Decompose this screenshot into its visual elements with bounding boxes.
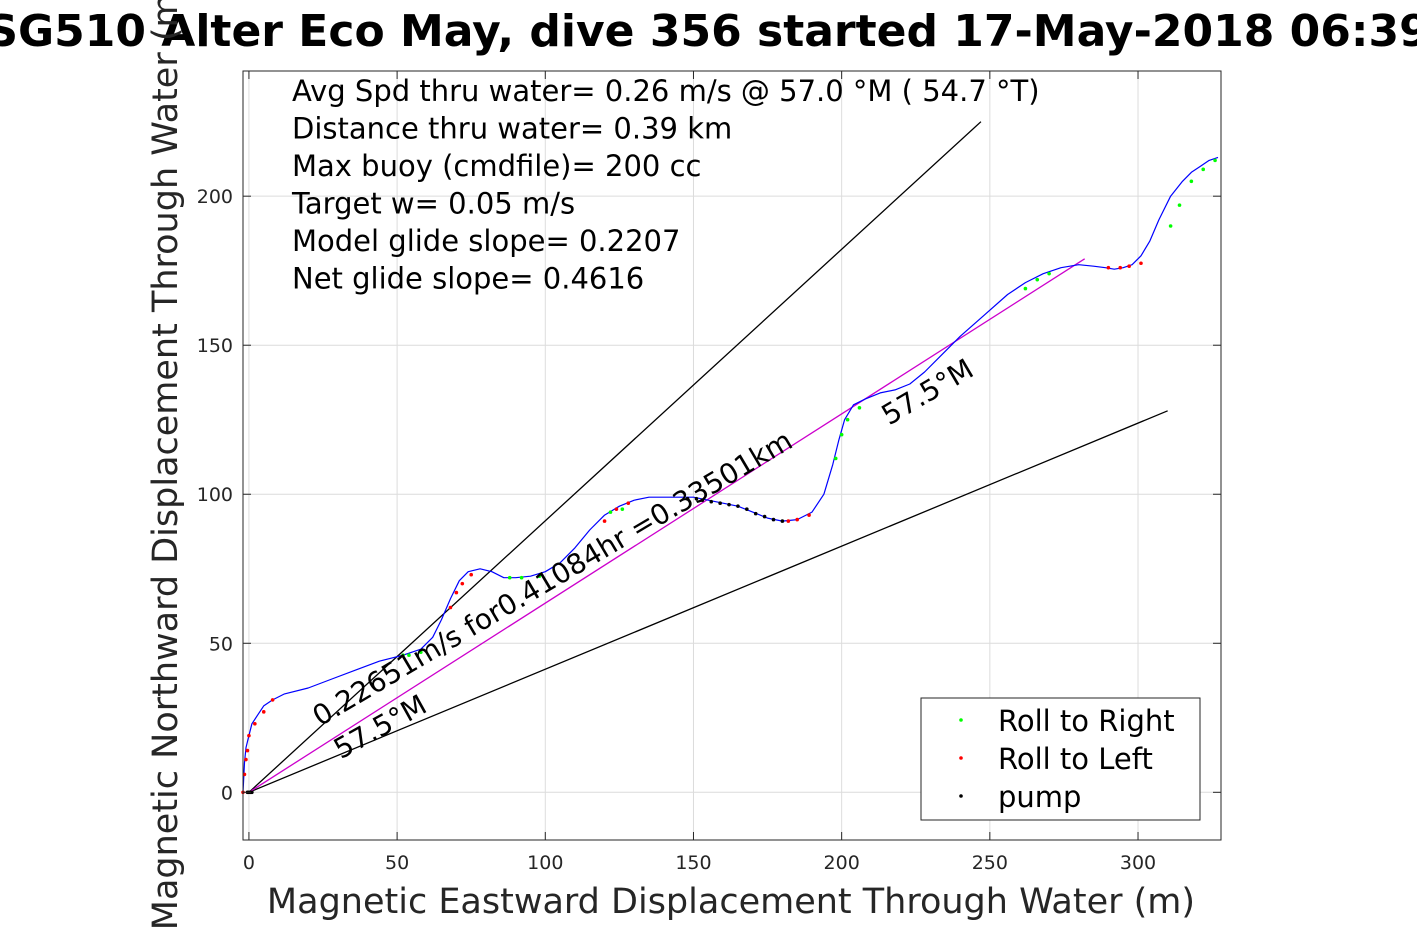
roll-to-right-point (620, 507, 625, 511)
pump-point (685, 496, 690, 501)
reference-line (248, 258, 1086, 793)
roll-to-right-point (1023, 286, 1028, 291)
info-text-block: Avg Spd thru water= 0.26 m/s @ 57.0 °M (… (291, 74, 1040, 296)
roll-to-right-point (419, 650, 423, 655)
reference-line (248, 121, 982, 793)
legend-entry: pump (998, 780, 1081, 814)
legend-box (920, 697, 1201, 821)
roll-to-right-point (845, 417, 850, 422)
chart-title: SG510 Alter Eco May, dive 356 started 17… (0, 6, 1417, 57)
y-tick-label: 100 (197, 484, 233, 506)
pump-point (727, 502, 731, 507)
roll-to-left-point (786, 519, 791, 523)
roll-to-left-point (614, 507, 619, 511)
pump-point (700, 498, 705, 503)
legend-marker (959, 718, 963, 722)
pump-point (745, 507, 749, 511)
y-tick-label: 0 (221, 782, 233, 804)
axis-ticks: 0 50 100 150 200 250 300 0 50 100 150 200 (197, 71, 1221, 874)
roll-to-left-point (1139, 261, 1143, 266)
roll-to-left-point (448, 605, 453, 610)
roll-to-right-point (1177, 203, 1182, 207)
roll-to-left-point (1106, 265, 1111, 270)
roll-to-left-point (602, 519, 607, 523)
roll-to-left-point (454, 590, 459, 595)
roll-to-left-point (1118, 265, 1123, 270)
roll-to-left-point (626, 501, 631, 505)
roll-to-left-point (245, 748, 250, 753)
pump-point (718, 501, 722, 505)
info-line: Model glide slope= 0.2207 (292, 224, 680, 258)
roll-to-right-point (507, 575, 512, 580)
x-tick-label: 100 (527, 852, 563, 874)
roll-to-right-point (1189, 179, 1194, 184)
roll-to-right-point (857, 406, 862, 410)
plot-frame (242, 70, 1222, 841)
grid-lines (243, 71, 1221, 840)
info-line: Max buoy (cmdfile)= 200 cc (292, 149, 701, 183)
info-line: Net glide slope= 0.4616 (292, 262, 644, 296)
pump-point (709, 499, 714, 504)
info-line: Distance thru water= 0.39 km (292, 112, 732, 146)
roll-to-left-point (261, 710, 266, 714)
legend: Roll to Right Roll to Left pump (920, 697, 1201, 821)
roll-to-right-point (833, 456, 838, 461)
roll-to-right-point (1201, 167, 1206, 172)
pump-point (771, 517, 776, 522)
x-tick-label: 200 (824, 852, 860, 874)
x-axis-label: Magnetic Eastward Displacement Through W… (267, 882, 1195, 922)
data-points (241, 158, 1217, 795)
pump-point (762, 514, 767, 519)
roll-to-right-point (1168, 224, 1173, 228)
reference-lines (248, 121, 1168, 793)
info-line: Target w= 0.05 m/s (291, 187, 575, 221)
x-tick-label: 250 (972, 852, 1008, 874)
y-tick-label: 50 (209, 633, 233, 655)
roll-to-left-point (242, 772, 247, 777)
pump-point (736, 504, 740, 508)
legend-marker (959, 756, 963, 760)
roll-to-left-point (795, 517, 799, 522)
roll-to-right-point (519, 575, 524, 580)
roll-to-right-point (1047, 271, 1051, 276)
roll-to-left-point (460, 581, 465, 586)
roll-to-left-point (469, 572, 474, 577)
roll-to-left-point (1127, 264, 1131, 269)
roll-to-right-point (839, 432, 844, 437)
roll-to-left-point (807, 513, 811, 517)
legend-entry: Roll to Right (998, 704, 1175, 738)
pump-point (250, 790, 254, 795)
pump-point (694, 496, 699, 501)
roll-to-left-point (270, 698, 275, 702)
pump-point (780, 519, 785, 523)
legend-entry: Roll to Left (998, 742, 1153, 776)
y-tick-label: 150 (197, 335, 233, 357)
roll-to-right-point (407, 653, 411, 658)
roll-to-right-point (401, 653, 405, 658)
x-tick-label: 300 (1120, 852, 1156, 874)
roll-to-right-point (608, 510, 613, 514)
roll-to-right-point (537, 574, 542, 579)
roll-to-left-point (247, 733, 251, 738)
reference-line (248, 410, 1168, 793)
x-tick-label: 150 (675, 852, 711, 874)
roll-to-right-point (1213, 158, 1217, 163)
x-tick-label: 0 (243, 852, 255, 874)
roll-to-left-point (253, 721, 257, 726)
info-line: Avg Spd thru water= 0.26 m/s @ 57.0 °M (… (292, 74, 1040, 108)
roll-to-left-point (244, 757, 248, 762)
y-axis-label: Magnetic Northward Displacement Through … (146, 0, 186, 930)
y-tick-label: 200 (197, 186, 233, 208)
x-tick-label: 50 (385, 852, 409, 874)
legend-marker (959, 794, 963, 798)
pump-point (753, 511, 758, 516)
roll-to-right-point (1035, 277, 1040, 282)
